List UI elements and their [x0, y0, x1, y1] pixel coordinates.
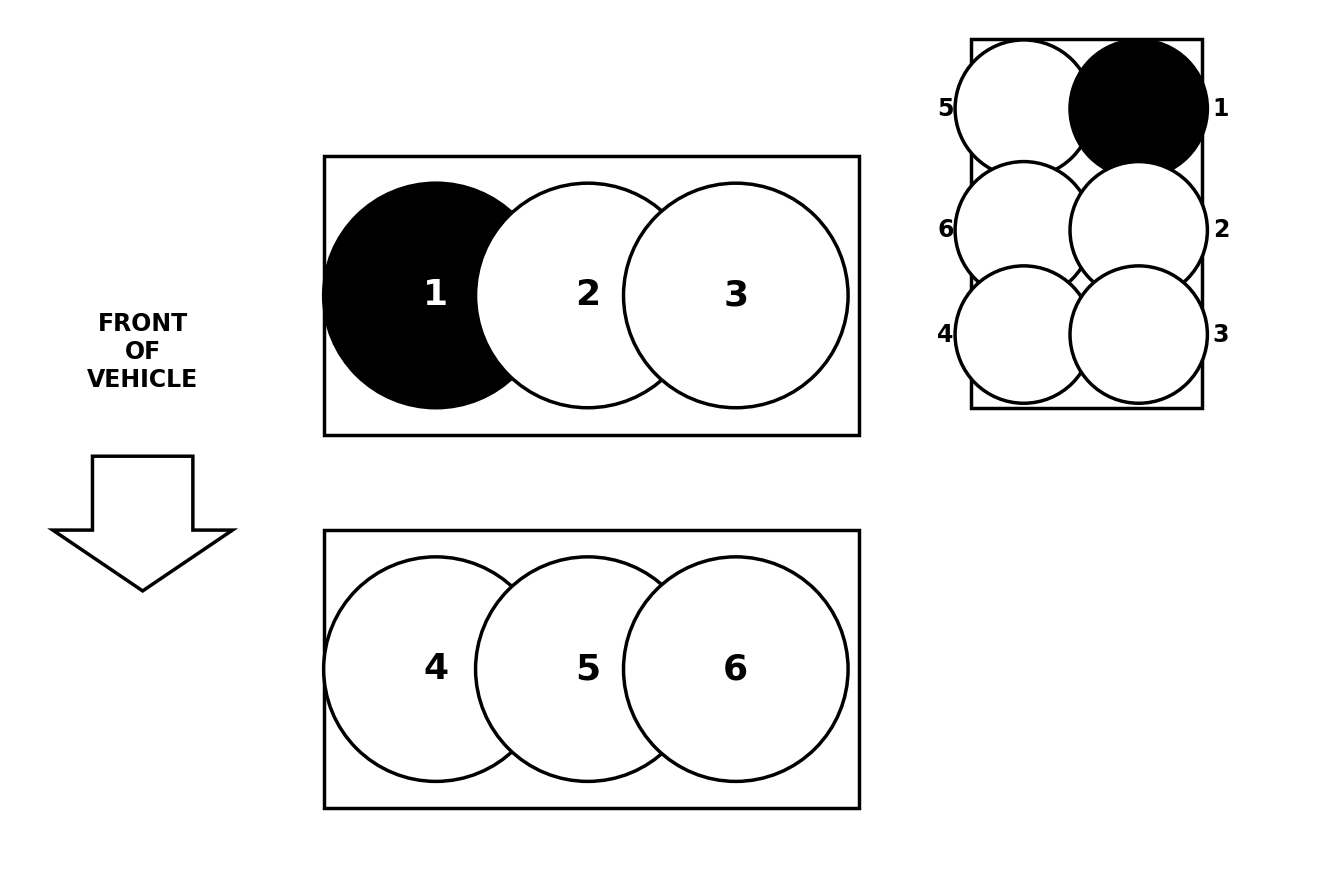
Text: 1: 1: [423, 278, 449, 313]
Text: 2: 2: [575, 278, 601, 313]
Ellipse shape: [955, 266, 1092, 403]
Text: 6: 6: [938, 218, 954, 242]
Text: 6: 6: [723, 652, 749, 687]
Text: 4: 4: [938, 322, 954, 347]
Text: 5: 5: [575, 652, 601, 687]
Ellipse shape: [476, 557, 700, 781]
Text: 4: 4: [423, 652, 449, 687]
Ellipse shape: [624, 183, 848, 408]
Polygon shape: [53, 456, 232, 591]
Bar: [324, 156, 859, 434]
Bar: [971, 39, 1202, 408]
Ellipse shape: [1070, 162, 1207, 299]
Text: 2: 2: [1213, 218, 1229, 242]
Ellipse shape: [624, 557, 848, 781]
Text: 1: 1: [1213, 96, 1229, 121]
Ellipse shape: [955, 40, 1092, 177]
Text: FRONT
OF
VEHICLE: FRONT OF VEHICLE: [87, 312, 198, 392]
Ellipse shape: [1070, 40, 1207, 177]
Ellipse shape: [324, 557, 548, 781]
Text: 5: 5: [938, 96, 954, 121]
Ellipse shape: [1070, 266, 1207, 403]
Ellipse shape: [476, 183, 700, 408]
Bar: [324, 530, 859, 808]
Ellipse shape: [324, 183, 548, 408]
Text: 3: 3: [723, 278, 749, 313]
Text: 3: 3: [1213, 322, 1229, 347]
Ellipse shape: [955, 162, 1092, 299]
